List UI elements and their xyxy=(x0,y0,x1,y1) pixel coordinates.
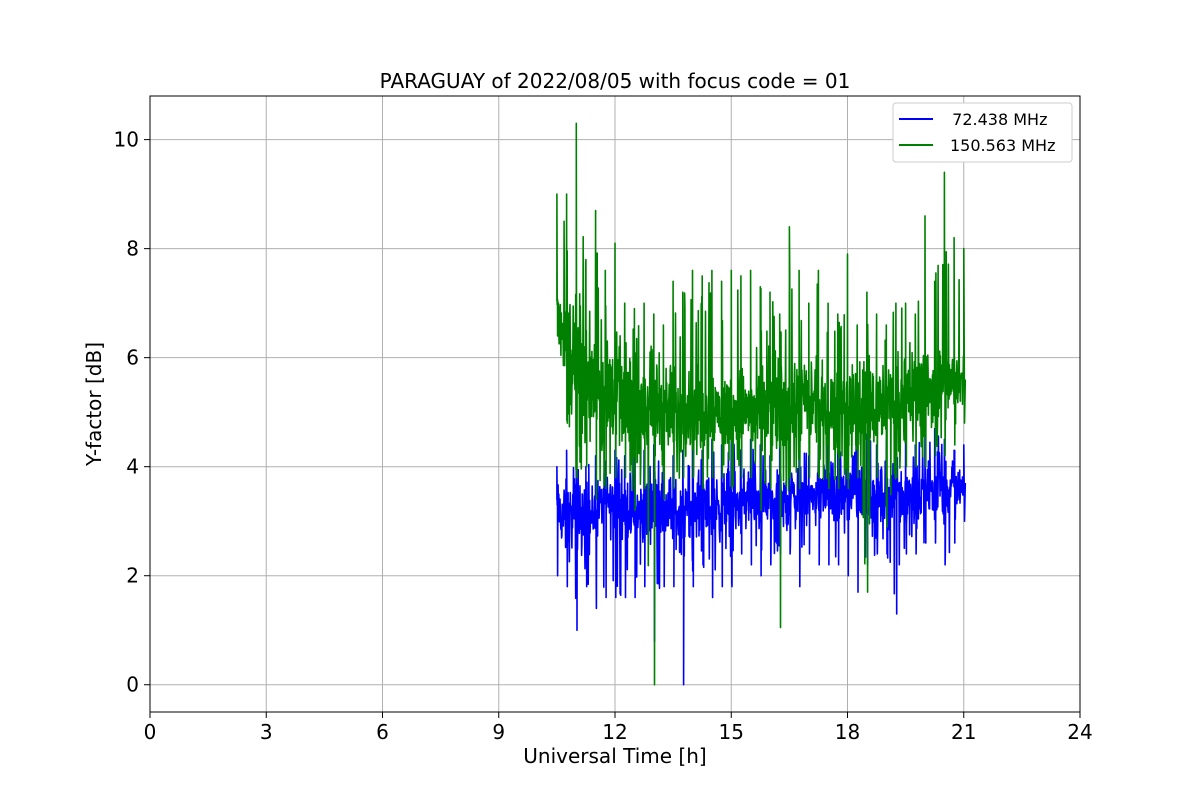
x-tick-label: 0 xyxy=(144,720,157,744)
series-line-150mhz xyxy=(556,122,967,686)
y-tick-label: 4 xyxy=(126,455,139,479)
chart-title: PARAGUAY of 2022/08/05 with focus code =… xyxy=(380,69,851,93)
x-axis-label: Universal Time [h] xyxy=(523,744,706,768)
plot-series xyxy=(556,122,967,686)
x-tick-label: 18 xyxy=(835,720,860,744)
y-tick-label: 2 xyxy=(126,564,139,588)
x-tick-label: 15 xyxy=(719,720,744,744)
x-tick-label: 3 xyxy=(260,720,273,744)
legend: 72.438 MHz 150.563 MHz xyxy=(892,102,1073,163)
legend-box xyxy=(892,102,1073,163)
legend-label-150mhz: 150.563 MHz xyxy=(950,136,1055,155)
y-tick-label: 0 xyxy=(126,673,139,697)
y-axis-label: Y-factor [dB] xyxy=(82,342,106,467)
legend-label-72mhz: 72.438 MHz xyxy=(942,110,1047,129)
y-tick-label: 6 xyxy=(126,346,139,370)
x-tick-label: 6 xyxy=(376,720,389,744)
x-tick-label: 21 xyxy=(951,720,976,744)
y-tick-label: 8 xyxy=(126,237,139,261)
x-tick-label: 24 xyxy=(1067,720,1092,744)
x-tick-label: 12 xyxy=(602,720,627,744)
x-tick-label: 9 xyxy=(492,720,505,744)
y-tick-label: 10 xyxy=(114,128,139,152)
